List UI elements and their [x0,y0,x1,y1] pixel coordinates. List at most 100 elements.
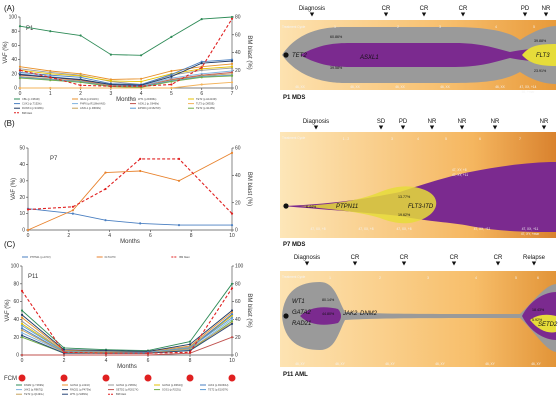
x-tick-label: 1 [49,91,52,97]
legend-label: WT1 (p.S381fs) [70,392,88,396]
event-label-a: CR [420,6,429,12]
fishplot-annotations: Diagnosis CR CR CR PD NR 1 2 3 4 5 46, XX 46, XX 46, … [294,6,551,366]
data-point-a-0 [109,53,112,56]
series-line-c-12 [21,287,233,354]
karyotype-label-b: 47, XX, +8 [397,227,412,231]
fish-pct-c2: 44.80% [322,312,335,316]
legend-label: PTPN11 (p.A72V) [30,255,51,259]
fish-label-a: P1 MDS [283,95,305,101]
data-point-a-4 [170,73,173,76]
x-tick-label: 2 [79,91,82,97]
legend-label: CUX1 (p.T152fs) [22,102,42,106]
karyotype-b-top2: 47, XY, +11 [452,173,468,177]
x-tick-label: 10 [229,233,235,239]
cycle-label-c: 3 [427,276,429,280]
fcm-marker [18,374,26,382]
data-point-a-7 [230,81,234,84]
series-line-a-3 [19,66,233,83]
data-point-c-9 [230,316,234,319]
fish-gene-setd2: SETD2 [538,322,558,328]
data-point-c-1 [20,316,24,319]
timeline-label-a: Treatment Cycle [282,25,305,29]
karyotype-label-c: 46, XY [335,362,345,366]
fish-gene-flt3-itd: FLT3-ITD [408,204,434,210]
data-point-a-1 [140,77,143,80]
cycle-label-c: 5 [515,276,517,280]
x-tick-label: 6 [200,91,203,97]
data-point-c-12 [104,352,108,355]
x-tick-label: 8 [189,358,192,364]
data-point-a-3 [230,65,234,68]
event-marker-a [421,12,427,17]
x-tick-label: 2 [63,358,66,364]
data-point-b-2 [71,205,74,208]
fishplot-c: Treatment Cycle WT1 GATA2 RAD21 JAK2 DNM… [280,271,558,378]
event-label-c: CR [450,255,459,261]
data-point-c-7 [146,353,150,357]
fish-origin-b [283,203,289,209]
x-axis-label-a: Months [116,97,136,103]
event-label-b: Diagnosis [303,119,329,125]
y2-axis-label-a: BM blast (%) [246,35,252,69]
cycle-label-b: 3 [391,137,393,141]
data-point-a-7 [18,86,22,90]
y-tick-label: 0 [16,353,19,359]
patient-label-c: P11 [28,274,39,280]
event-label-b: NR [491,119,500,125]
event-marker-b [313,125,319,130]
data-point-a-7 [170,86,173,90]
event-marker-b [459,125,465,130]
event-marker-b [541,125,547,130]
event-label-b: NR [458,119,467,125]
cycle-label-c: 4 [475,276,477,280]
data-point-c-5 [20,331,24,334]
x-tick-label: 4 [105,358,108,364]
x-tick-label: 7 [231,91,234,97]
legend-label: GATA2 (p.V365fs) [116,383,137,387]
patient-label-a: P1 [26,26,34,32]
data-point-a-8 [18,73,22,76]
fish-gene-ptpn11: PTPN11 [336,204,358,210]
karyotype-label-b: 47, XX, +8 [359,227,374,231]
y2-tick-label: 100 [235,264,244,270]
timeline-label-b: Treatment Cycle [282,136,305,140]
fish-pct-b2: 13.77% [398,195,411,199]
data-point-b-2 [230,212,234,215]
data-point-b-0 [139,222,142,225]
data-point-c-4 [230,313,234,316]
panel-a: (A) 0 20 40 60 80 100 0 20 40 60 80 0 1 2 3 4 5 6 7 Months V… [3,4,556,115]
cycle-label-b: 4 [417,137,419,141]
karyotype-label-a: 46, XX [295,85,305,89]
data-point-a-11 [200,76,203,79]
data-point-a-11 [170,80,173,83]
x-tick-label: 5 [170,91,173,97]
data-point-b-1 [104,171,107,174]
y-axis-label-b: VAF (%) [11,178,17,200]
data-point-c-8 [20,336,24,339]
karyotype-extra-a: 58, +mar [522,90,536,94]
event-marker-a [522,12,528,17]
karyotype-extra-b: 47, XY, +mar [521,232,540,236]
series-line-a-2 [19,67,233,85]
karyotype-label-b: 47, XX, +11 [522,227,539,231]
y-tick-label: 50 [19,146,25,152]
series-line-a-0 [19,16,233,56]
cycle-label-c: 2 [379,276,381,280]
data-point-a-0 [18,25,22,28]
legend-label: PHF6 (p.R116fs/ANS) [80,102,105,106]
data-point-b-0 [177,224,181,227]
karyotype-label-a: 46, XX [395,85,405,89]
x-tick-label: 8 [190,233,193,239]
legend-label: SETD2 (p.R2017X) [116,388,138,392]
data-point-c-7 [20,353,24,357]
data-point-a-7 [79,86,82,90]
y-tick-label: 60 [11,43,17,49]
karyotype-label-a: 46, XX [350,85,360,89]
data-point-c-6 [230,309,234,312]
data-point-c-7 [62,353,66,357]
fcm-marker [102,374,110,382]
chart-a: 0 20 40 60 80 100 0 20 40 60 80 0 1 2 3 4 5 6 7 Months VAF (… [3,15,252,115]
y2-tick-label: 60 [235,32,241,38]
karyotype-label-a: 47, XX, +14 [520,85,537,89]
